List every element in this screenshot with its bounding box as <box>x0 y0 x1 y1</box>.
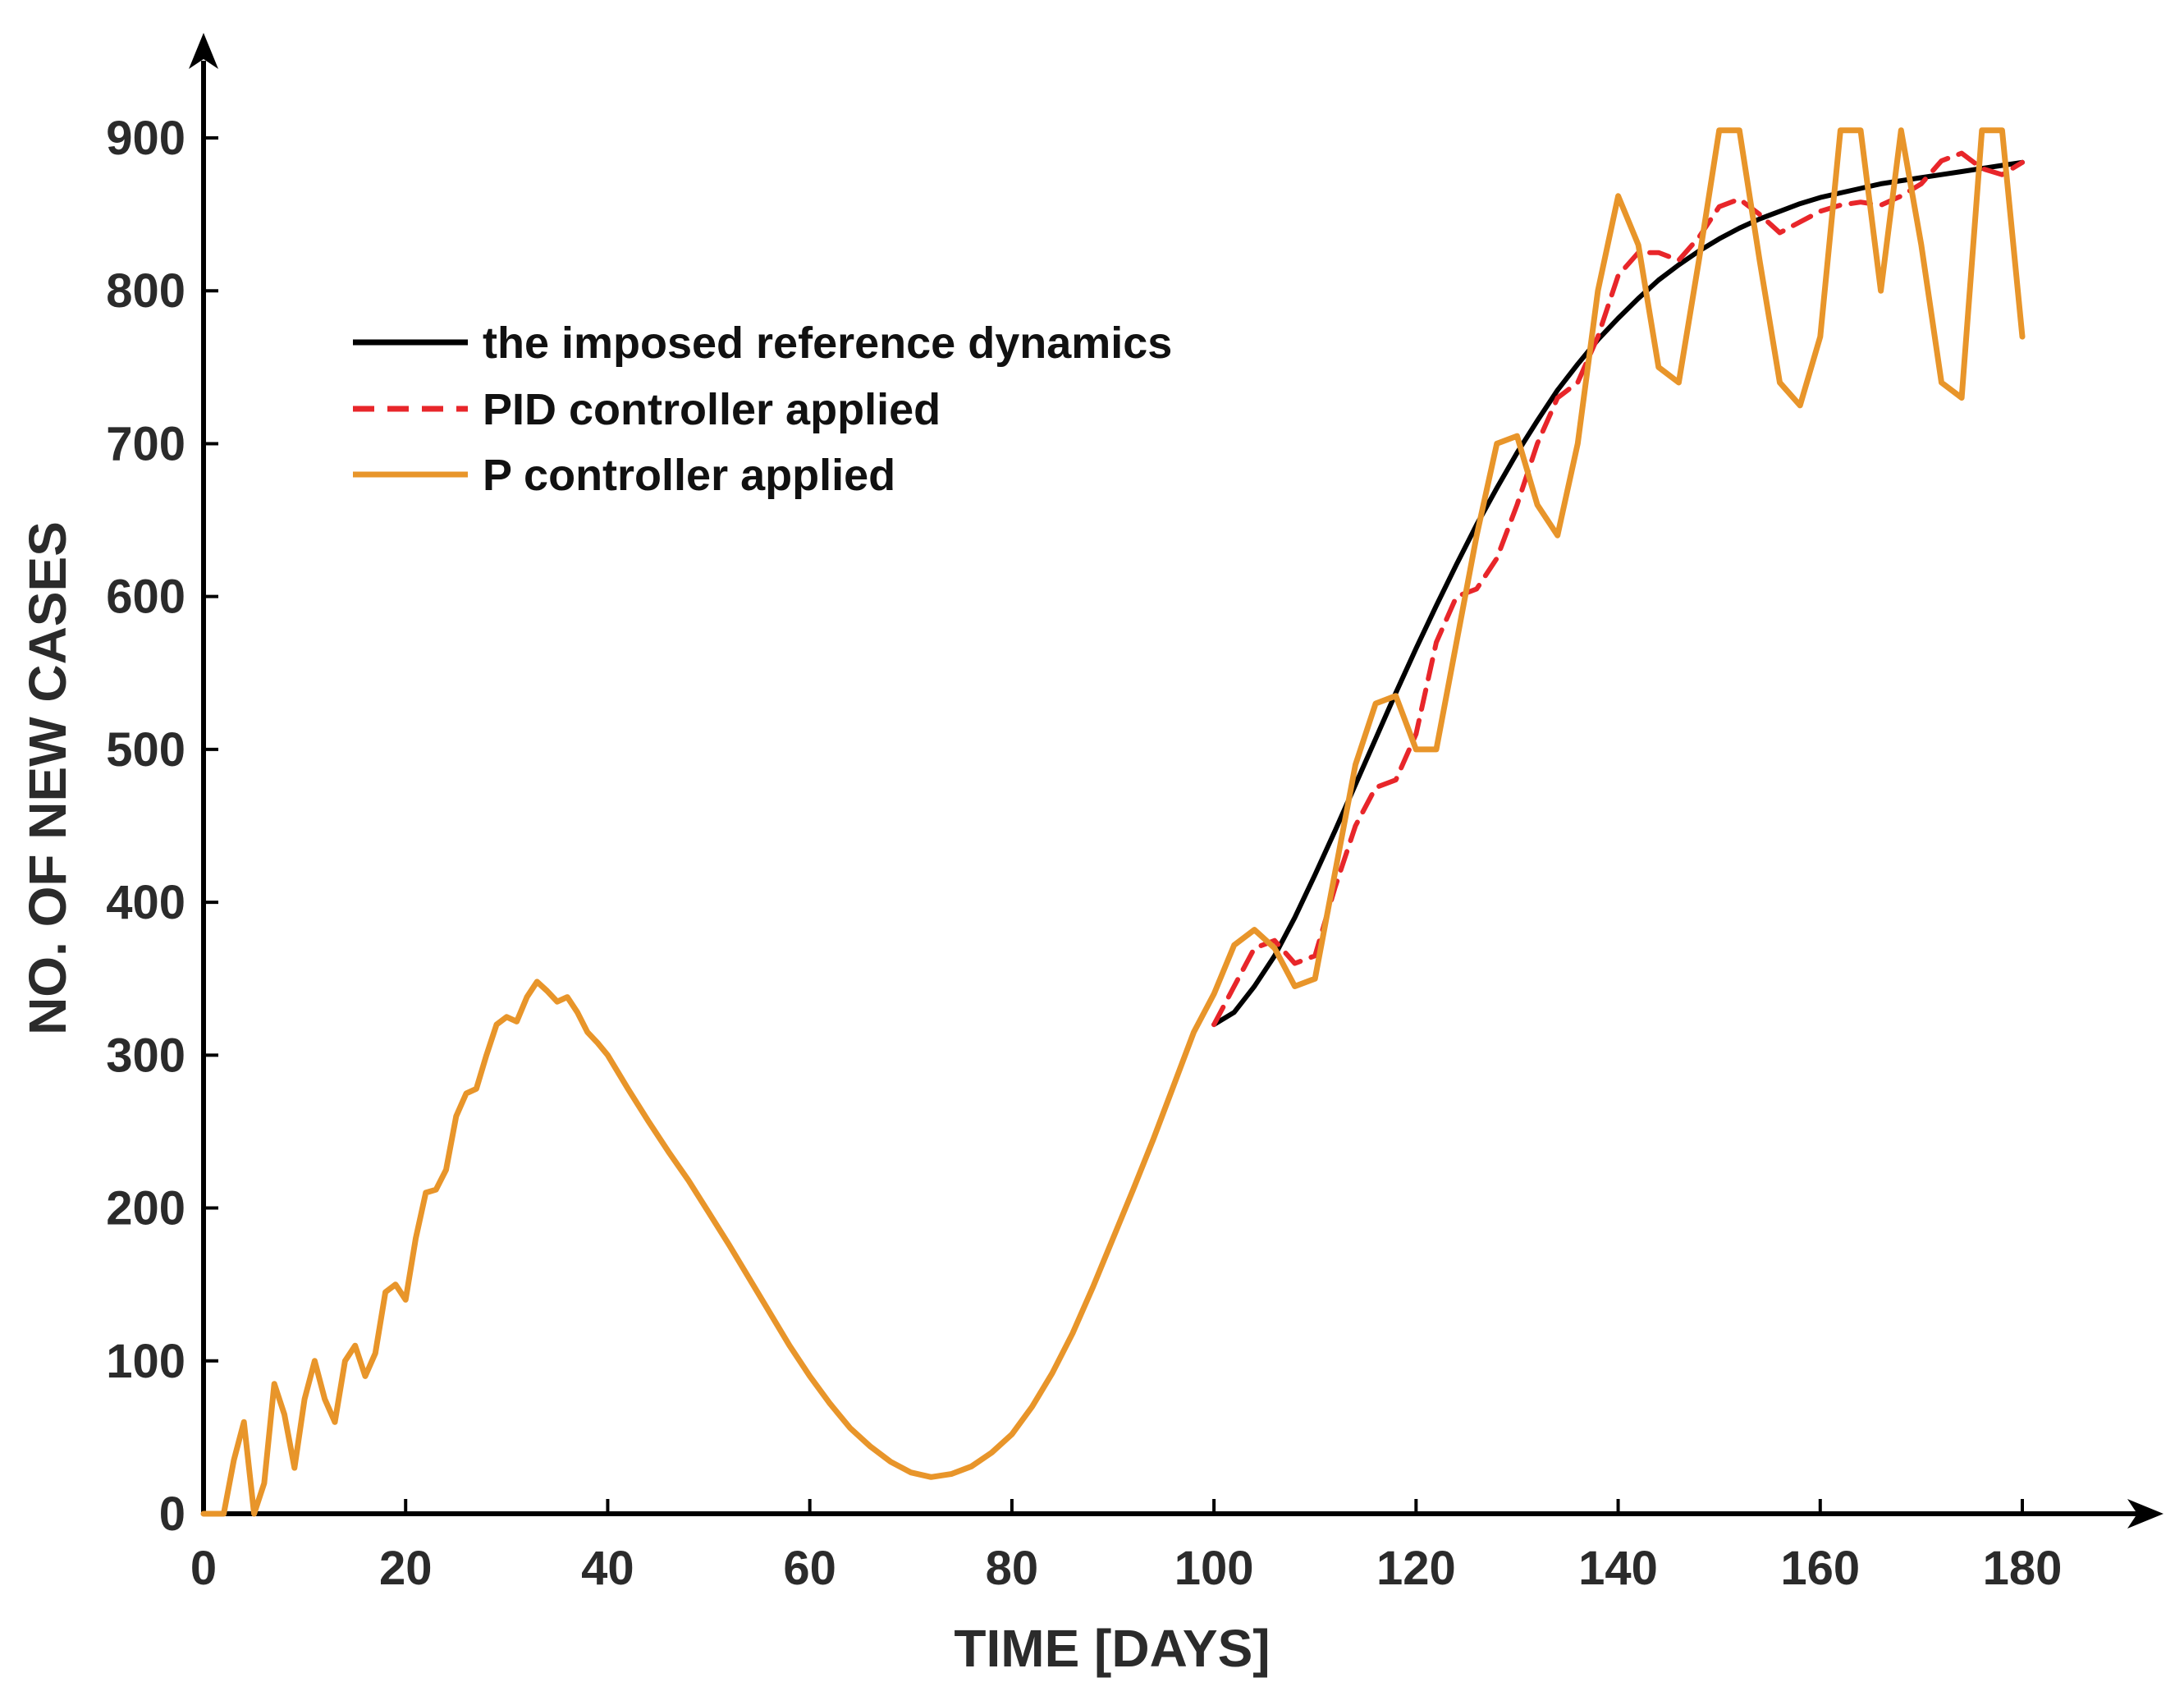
series-line-p <box>200 127 2026 1517</box>
y-tick-label: 0 <box>159 1487 185 1541</box>
x-tick-label: 40 <box>581 1542 634 1595</box>
y-axis-arrowhead <box>189 33 218 69</box>
legend-label-p: P controller applied <box>483 451 895 500</box>
x-tick-label: 0 <box>190 1542 217 1595</box>
x-tick-label: 120 <box>1376 1542 1456 1595</box>
x-tick-label: 180 <box>1983 1542 2063 1595</box>
x-tick-label: 100 <box>1174 1542 1254 1595</box>
y-tick-label: 400 <box>106 876 185 929</box>
y-tick-label: 200 <box>106 1182 185 1235</box>
legend-label-pid: PID controller applied <box>483 385 941 434</box>
y-tick-label: 600 <box>106 571 185 624</box>
x-tick-label: 160 <box>1780 1542 1860 1595</box>
y-tick-label: 300 <box>106 1029 185 1082</box>
y-axis-title: NO. OF NEW CASES <box>18 521 77 1035</box>
axes <box>189 33 2163 1529</box>
legend: the imposed reference dynamics PID contr… <box>353 319 1172 500</box>
legend-label-reference: the imposed reference dynamics <box>483 319 1172 368</box>
series-line-pid <box>1211 150 2025 1028</box>
y-tick-label: 100 <box>106 1335 185 1388</box>
ticks: 0 20 40 60 80 100 120 140 160 180 0 100 200 300 400 500… <box>106 112 2062 1595</box>
x-tick-label: 20 <box>379 1542 433 1595</box>
y-tick-label: 900 <box>106 112 185 165</box>
y-tick-label: 800 <box>106 264 185 318</box>
series-layer <box>200 127 2026 1517</box>
x-axis-arrowhead <box>2127 1499 2163 1529</box>
x-tick-label: 80 <box>986 1542 1039 1595</box>
x-axis-title: TIME [DAYS] <box>954 1619 1270 1678</box>
x-tick-label: 60 <box>783 1542 836 1595</box>
y-tick-label: 500 <box>106 723 185 777</box>
x-tick-label: 140 <box>1578 1542 1658 1595</box>
y-tick-label: 700 <box>106 417 185 470</box>
